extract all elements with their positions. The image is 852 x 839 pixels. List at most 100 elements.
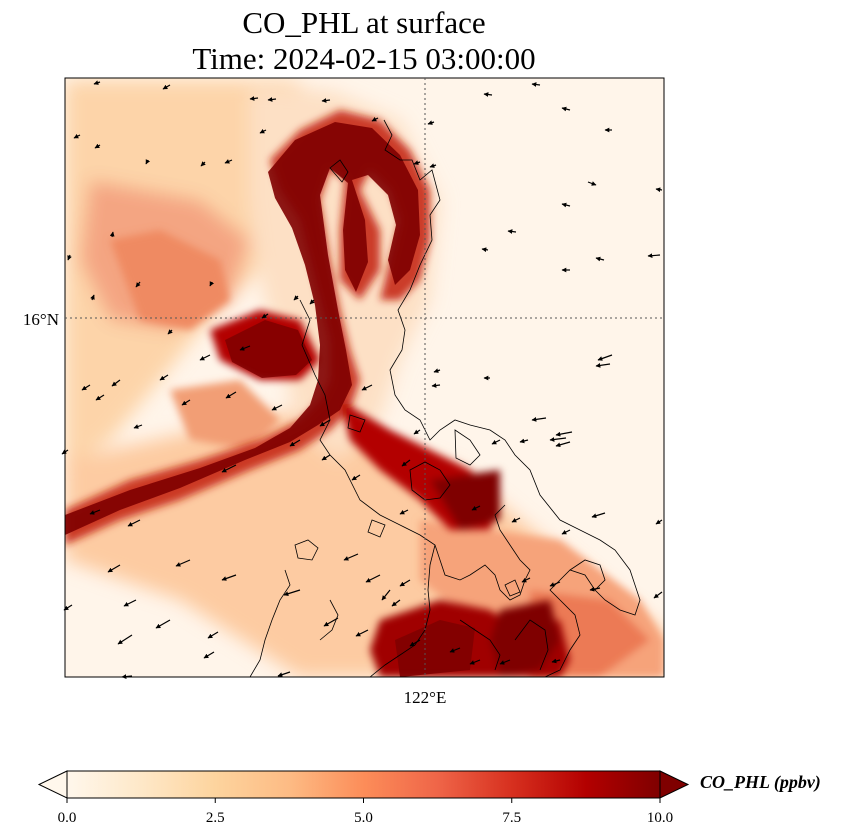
wind-arrow (207, 631, 219, 639)
wind-arrow (595, 256, 605, 262)
wind-arrow (319, 419, 331, 427)
wind-arrow (491, 439, 501, 445)
wind-arrow (355, 629, 369, 637)
colorbar-max-extend (659, 770, 690, 799)
wind-arrow (221, 464, 237, 473)
wind-arrow (507, 229, 517, 234)
wind-arrow (321, 454, 331, 461)
wind-arrow (361, 384, 373, 391)
wind-arrow (431, 383, 441, 388)
wind-arrow (433, 368, 441, 373)
colorbar-tick-label: 0.0 (58, 810, 77, 826)
wind-arrow (277, 671, 291, 677)
wind-arrow (63, 604, 73, 611)
wind-arrow (655, 187, 663, 193)
wind-arrow (224, 159, 233, 164)
wind-arrow (89, 509, 101, 515)
wind-arrow (549, 581, 561, 587)
wind-arrow (429, 163, 437, 168)
wind-arrow (221, 574, 237, 581)
wind-arrow (471, 505, 481, 511)
wind-arrow (413, 429, 421, 435)
wind-arrow (181, 399, 191, 406)
map-title-line-1: CO_PHL at surface (242, 5, 486, 40)
map-frame (64, 77, 665, 678)
lon-tick-label: 122°E (404, 688, 447, 707)
colorbar-tick-label: 2.5 (206, 810, 225, 826)
wind-arrow (175, 559, 191, 567)
wind-arrow (225, 391, 237, 399)
colorbar-tick-label: 10.0 (647, 810, 673, 826)
colorbar-min-extend (37, 770, 68, 799)
wind-arrow (409, 639, 421, 647)
map-title-line-2: Time: 2024-02-15 03:00:00 (192, 41, 536, 76)
wind-arrow (531, 417, 547, 422)
colorbar-tick-label: 7.5 (502, 810, 521, 826)
wind-arrow (481, 247, 489, 253)
wind-arrow (469, 659, 481, 665)
wind-arrow (309, 299, 315, 305)
wind-arrow (94, 143, 101, 149)
wind-arrow (167, 329, 173, 335)
wind-arrow (555, 431, 573, 437)
wind-arrow (551, 658, 561, 664)
wind-arrow (391, 599, 401, 607)
wind-arrow (351, 474, 361, 481)
colorbar: 0.0 2.5 5.0 7.5 10.0 CO_PHL (ppbv) (37, 770, 821, 826)
wind-arrow (259, 128, 267, 134)
wind-arrow (95, 394, 105, 401)
wind-arrow (93, 80, 101, 85)
wind-arrow (371, 116, 379, 122)
wind-arrow (90, 294, 95, 301)
wind-arrow (117, 634, 133, 645)
wind-arrow (427, 120, 435, 125)
wind-arrow (521, 577, 531, 583)
wind-arrow (293, 295, 299, 301)
wind-arrow (289, 439, 301, 447)
wind-arrow (261, 313, 269, 319)
wind-arrow (587, 181, 597, 186)
colorbar-ticks: 0.0 2.5 5.0 7.5 10.0 (58, 798, 673, 826)
wind-arrow (135, 281, 141, 288)
coastline (249, 119, 641, 677)
wind-arrow (561, 529, 571, 535)
wind-arrow (653, 591, 663, 599)
wind-arrow (249, 96, 259, 101)
concentration-field (65, 78, 664, 677)
wind-arrow (271, 404, 283, 411)
wind-arrow (483, 92, 493, 97)
wind-arrow (107, 564, 121, 573)
wind-arrow (73, 133, 81, 139)
wind-arrow (519, 438, 529, 444)
wind-arrow (381, 589, 391, 601)
wind-arrow (61, 449, 69, 455)
colorbar-tick-label: 5.0 (354, 810, 373, 826)
wind-arrow (549, 437, 567, 442)
wind-arrow (200, 161, 206, 167)
wind-arrow (133, 424, 143, 429)
wind-arrow (283, 589, 301, 597)
wind-arrow (591, 512, 606, 519)
wind-arrow (647, 253, 661, 259)
wind-arrow (401, 459, 411, 467)
wind-arrow (121, 674, 133, 679)
wind-arrow (597, 354, 613, 361)
wind-vectors (61, 80, 663, 679)
wind-arrow (209, 281, 215, 287)
wind-arrow (555, 441, 571, 448)
wind-arrow (589, 586, 601, 592)
wind-arrow (159, 374, 169, 381)
wind-arrow (413, 160, 421, 165)
wind-arrow (365, 574, 381, 583)
wind-arrow (561, 202, 571, 208)
lat-tick-label: 16°N (23, 310, 59, 329)
wind-arrow (499, 659, 511, 665)
wind-arrow (343, 553, 359, 561)
wind-arrow (162, 84, 171, 90)
wind-arrow (203, 651, 215, 659)
wind-arrow (449, 647, 461, 653)
wind-arrow (155, 619, 171, 629)
wind-arrow (111, 379, 121, 387)
wind-arrow (199, 354, 211, 361)
